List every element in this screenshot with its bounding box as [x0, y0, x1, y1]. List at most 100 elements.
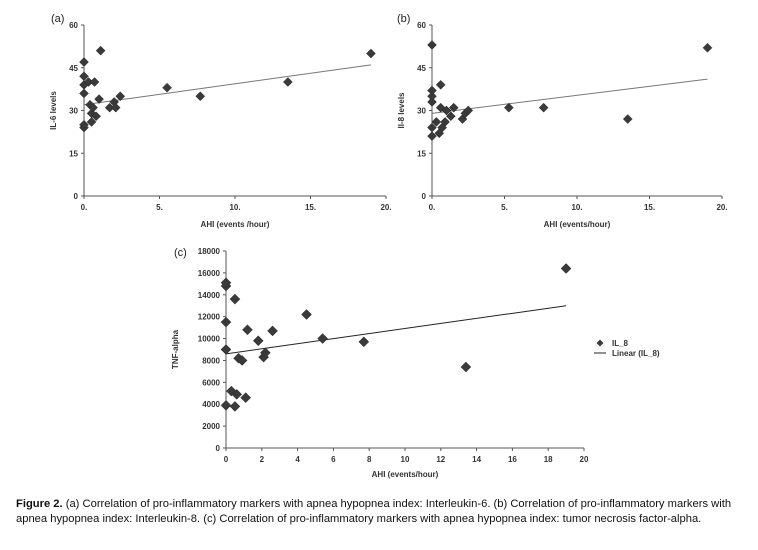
- panel-a-data-point: [86, 117, 97, 127]
- panel-c-x-tick-label: 10: [401, 455, 410, 464]
- panel-c-data-point: [240, 392, 252, 404]
- panel-b-y-axis-label: Il-8 levels: [397, 92, 406, 129]
- panel-a-data-point: [115, 91, 126, 102]
- panel-b-data-point: [445, 111, 456, 122]
- panel-c-data-point: [252, 335, 264, 347]
- panel-a-data-point: [88, 102, 98, 113]
- caption-label: Figure 2.: [16, 498, 63, 510]
- panel-a-data-point: [366, 48, 376, 59]
- panel-a-x-tick-label: 20.: [380, 203, 391, 212]
- panel-c-x-tick-label: 14: [472, 455, 481, 464]
- panel-b-x-tick-label: 15.: [644, 203, 655, 212]
- panel-c-y-axis-label: TNF-alpha: [171, 329, 180, 369]
- panel-c-y-tick-label: 0: [216, 444, 221, 453]
- panel-b-trendline: [431, 78, 708, 114]
- panel-b-x-tick-label: 0.: [429, 203, 436, 212]
- caption-text: (a) Correlation of pro-inflammatory mark…: [16, 498, 732, 525]
- panel-a-data-point: [195, 91, 206, 102]
- panel-a-data-point: [95, 45, 106, 56]
- panel-c-y-tick-label: 10000: [198, 335, 221, 344]
- panel-c-data-point: [317, 333, 329, 344]
- panel-a-data-point: [110, 102, 121, 113]
- panel-b-data-point: [427, 97, 437, 107]
- panel-b-data-point: [427, 40, 437, 50]
- panel-c-data-point: [220, 399, 232, 411]
- panel-a-y-tick-label: 15: [69, 149, 78, 158]
- panel-c-data-point: [220, 344, 232, 355]
- panel-b-y-tick-label: 0: [422, 192, 427, 201]
- panel-c-x-axis-label: AHI (events/hour): [372, 470, 439, 479]
- panel-c-data-point: [301, 309, 312, 320]
- panel-c-data-point: [231, 389, 243, 400]
- panel-c-data-point: [460, 361, 472, 373]
- panel-b-x-axis-label: AHI (events/hour): [544, 220, 611, 229]
- panel-c-y-tick-label: 6000: [202, 378, 220, 387]
- panel-c-x-tick-label: 4: [295, 455, 300, 464]
- panel-b-data-point: [427, 122, 437, 133]
- panel-c-y-tick-label: 8000: [202, 356, 220, 365]
- panel-b-data-point: [441, 105, 452, 116]
- panel-a-y-tick-label: 30: [69, 107, 78, 116]
- panel-b-data-point: [427, 85, 437, 96]
- figure-caption: Figure 2. (a) Correlation of pro-inflamm…: [16, 497, 744, 527]
- panel-a-data-point: [79, 71, 89, 82]
- panel-c-data-point: [236, 355, 248, 366]
- panel-a-y-tick-label: 60: [69, 21, 78, 30]
- panel-c-data-point: [560, 263, 572, 274]
- panel-c-legend-marker-label: IL_8: [612, 339, 629, 348]
- panel-a-data-point: [282, 77, 293, 87]
- panel-c-x-tick-label: 16: [508, 455, 517, 464]
- panel-c-x-tick-label: 6: [331, 455, 336, 464]
- panel-a-data-point: [79, 119, 89, 130]
- panel-a-y-tick-label: 45: [69, 64, 78, 73]
- panel-a-data-point: [162, 82, 172, 93]
- panel-c-trendline: [225, 305, 567, 355]
- panel-b-y-tick-label: 15: [417, 149, 426, 158]
- panel-c-x-tick-label: 20: [580, 455, 589, 464]
- panel-a-x-tick-label: 10.: [229, 203, 240, 212]
- panel-b-x-tick-label: 5.: [501, 203, 508, 212]
- panel-b-data-point: [431, 117, 442, 127]
- panel-a-y-tick-label: 0: [74, 192, 79, 201]
- panel-c-x-tick-label: 12: [436, 455, 445, 464]
- panel-a-data-point: [91, 111, 101, 122]
- panel-a-data-point: [89, 77, 100, 87]
- panel-b-y-tick-label: 60: [417, 21, 426, 30]
- panel-c-data-point: [358, 336, 370, 348]
- panel-b-data-point: [463, 105, 474, 116]
- panel-c-data-point: [242, 324, 253, 336]
- panel-b-data-point: [538, 102, 549, 113]
- panel-a-label: (a): [51, 13, 64, 25]
- panel-c-data-point: [229, 401, 241, 412]
- panel-b-y-tick-label: 45: [417, 64, 426, 73]
- panel-c-legend-line-label: Linear (IL_8): [612, 349, 660, 358]
- panel-a-x-tick-label: 15.: [305, 203, 316, 212]
- panel-c-data-point: [260, 347, 271, 359]
- panel-c-label: (c): [174, 247, 187, 259]
- panel-c-y-tick-label: 18000: [198, 247, 221, 256]
- panel-c-data-point: [229, 293, 241, 305]
- panel-a-data-point: [79, 88, 89, 99]
- panel-c-y-tick-label: 2000: [202, 422, 220, 431]
- panel-c-data-point: [220, 277, 232, 289]
- panel-b-data-point: [427, 91, 437, 102]
- panel-a-x-tick-label: 0.: [81, 203, 88, 212]
- panel-b-data-point: [427, 131, 437, 142]
- panel-b-data-point: [702, 42, 713, 53]
- panel-c-legend-marker: [596, 339, 604, 347]
- panel-a-x-axis-label: AHI (events /hour): [201, 220, 270, 229]
- panel-a-data-point: [94, 94, 104, 104]
- panel-b-x-tick-label: 20.: [716, 203, 727, 212]
- panel-c-data-point: [267, 325, 278, 337]
- panel-c-y-tick-label: 12000: [198, 313, 221, 322]
- panel-a-data-point: [79, 57, 89, 67]
- panel-c-x-tick-label: 8: [367, 455, 372, 464]
- panel-c-x-tick-label: 0: [224, 455, 229, 464]
- panel-c-x-tick-label: 2: [260, 455, 265, 464]
- panel-a-y-axis-label: IL-6 levels: [49, 91, 58, 130]
- panel-b-x-tick-label: 10.: [571, 203, 582, 212]
- panel-c-data-point: [220, 316, 232, 328]
- panel-c-y-tick-label: 4000: [202, 400, 220, 409]
- panel-c-x-tick-label: 18: [544, 455, 553, 464]
